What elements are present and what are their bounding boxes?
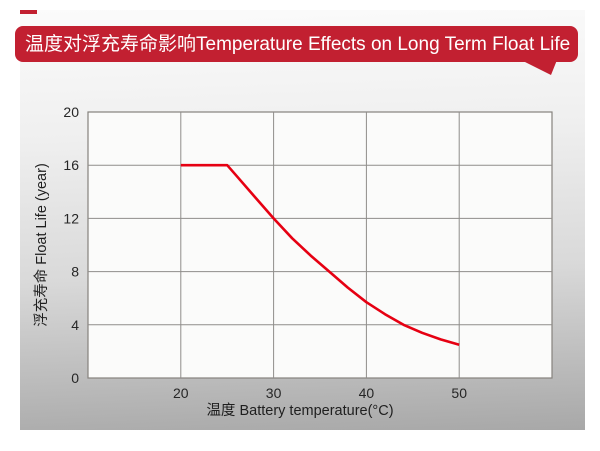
y-tick-label: 4 <box>71 317 79 333</box>
y-tick-label: 12 <box>63 210 79 226</box>
x-tick-label: 20 <box>173 385 189 401</box>
x-tick-label: 40 <box>359 385 375 401</box>
x-tick-label: 50 <box>451 385 467 401</box>
title-banner: 温度对浮充寿命影响Temperature Effects on Long Ter… <box>15 26 578 62</box>
plot-area <box>87 111 553 379</box>
x-axis-title: 温度 Battery temperature(°C) <box>206 402 393 419</box>
float-life-chart: 0 4 8 12 16 20 20 30 40 50 温度 Battery temperature(… <box>32 104 553 419</box>
banner-speech-tail <box>521 60 557 75</box>
y-tick-label: 16 <box>63 157 79 173</box>
y-tick-label: 20 <box>63 104 79 120</box>
x-tick-label: 30 <box>266 385 282 401</box>
page-title: 温度对浮充寿命影响Temperature Effects on Long Ter… <box>25 33 571 55</box>
y-tick-label: 0 <box>71 370 79 386</box>
y-axis-title: 浮充寿命 Float Life (year) <box>32 163 50 327</box>
red-dash-decoration <box>20 10 37 14</box>
float-life-curve <box>180 163 460 347</box>
y-tick-label: 8 <box>71 264 79 280</box>
